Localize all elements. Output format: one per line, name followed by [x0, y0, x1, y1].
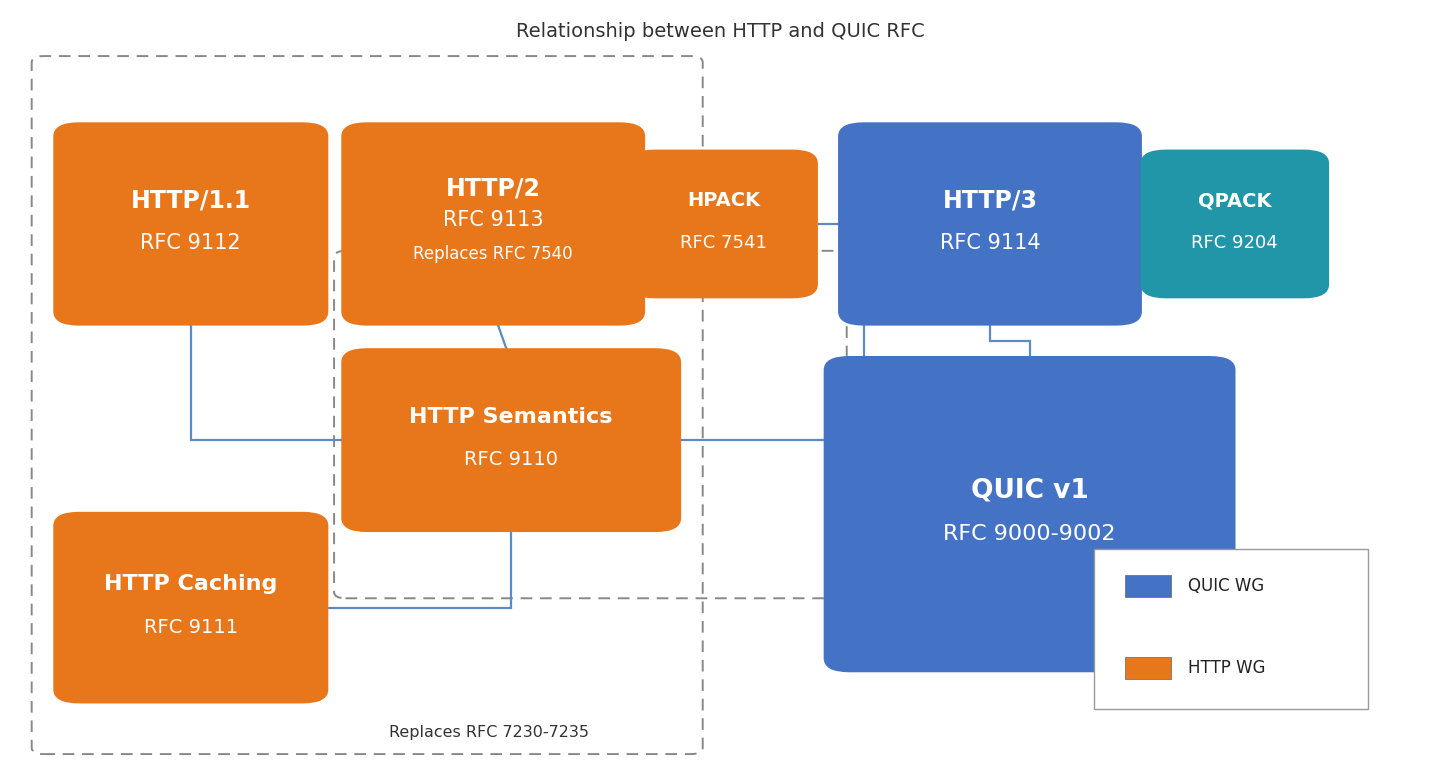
- Text: HTTP/2: HTTP/2: [446, 177, 540, 201]
- Text: RFC 9111: RFC 9111: [144, 618, 238, 636]
- Text: HTTP Semantics: HTTP Semantics: [409, 407, 613, 427]
- FancyBboxPatch shape: [838, 122, 1142, 326]
- FancyBboxPatch shape: [341, 122, 645, 326]
- FancyBboxPatch shape: [341, 348, 681, 532]
- Text: RFC 9112: RFC 9112: [141, 234, 240, 253]
- Text: RFC 9114: RFC 9114: [940, 234, 1040, 253]
- Text: RFC 9113: RFC 9113: [444, 210, 543, 230]
- Text: QUIC WG: QUIC WG: [1188, 577, 1264, 595]
- FancyBboxPatch shape: [1094, 549, 1368, 709]
- FancyBboxPatch shape: [1125, 657, 1171, 679]
- Text: HTTP/1.1: HTTP/1.1: [131, 189, 251, 213]
- FancyBboxPatch shape: [53, 512, 328, 703]
- Text: RFC 9204: RFC 9204: [1191, 234, 1279, 252]
- FancyBboxPatch shape: [1140, 150, 1329, 298]
- FancyBboxPatch shape: [1125, 575, 1171, 597]
- Text: RFC 7541: RFC 7541: [680, 234, 768, 252]
- Text: HPACK: HPACK: [687, 191, 760, 210]
- Text: Replaces RFC 7230-7235: Replaces RFC 7230-7235: [389, 724, 589, 740]
- FancyBboxPatch shape: [53, 122, 328, 326]
- Text: Replaces RFC 7540: Replaces RFC 7540: [413, 245, 573, 263]
- FancyBboxPatch shape: [629, 150, 818, 298]
- Text: HTTP WG: HTTP WG: [1188, 659, 1266, 677]
- FancyBboxPatch shape: [824, 356, 1236, 672]
- Text: QPACK: QPACK: [1198, 191, 1272, 210]
- Text: RFC 9000-9002: RFC 9000-9002: [943, 523, 1116, 544]
- Text: RFC 9110: RFC 9110: [464, 450, 559, 469]
- Text: HTTP/3: HTTP/3: [943, 189, 1037, 213]
- Text: HTTP Caching: HTTP Caching: [104, 574, 278, 594]
- Text: Relationship between HTTP and QUIC RFC: Relationship between HTTP and QUIC RFC: [516, 22, 924, 41]
- Text: QUIC v1: QUIC v1: [971, 478, 1089, 504]
